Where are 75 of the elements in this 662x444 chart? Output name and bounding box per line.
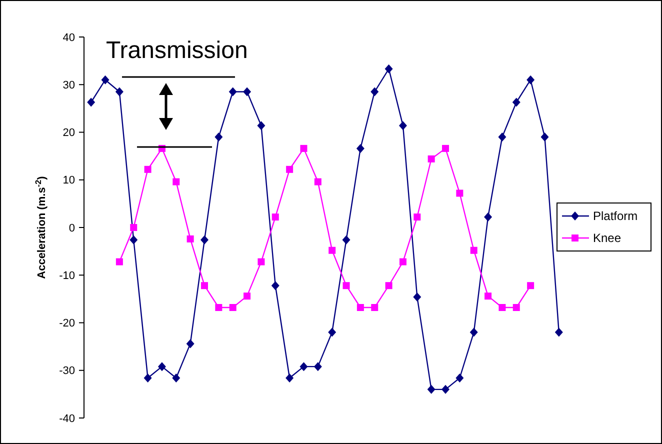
point [470,328,478,337]
point [398,121,407,130]
point [342,235,350,244]
y-tick-label: 10 [62,174,75,187]
annotation: Transmission [106,37,248,64]
point [228,87,237,96]
y-tick-label: -20 [59,318,75,330]
point [442,384,450,394]
point [130,235,138,244]
point [356,304,364,312]
point [186,339,194,348]
point [286,166,294,173]
point [371,304,378,312]
point [414,214,421,221]
point [243,87,252,96]
point [540,132,549,142]
point [115,87,124,96]
point [300,144,308,152]
legend-label: Platform [593,209,638,224]
point [384,64,393,74]
y-tick-label: -10 [59,270,75,282]
y-tick-label: 30 [62,79,75,92]
point [512,98,520,107]
point [271,281,280,290]
point [498,304,506,312]
point [200,235,208,244]
point [314,362,322,372]
point [512,304,520,312]
point [186,235,194,242]
point [258,258,265,266]
y-tick-label: -40 [59,412,75,425]
point [370,87,379,96]
point [244,292,251,300]
point [158,362,166,372]
point [470,246,478,254]
point [144,373,152,382]
point [272,214,279,221]
y-tick-label: 20 [62,127,75,140]
point [172,373,180,382]
point [526,75,535,84]
point [498,132,506,142]
y-tick-label: 40 [62,32,75,44]
y-tick-label: 0 [68,222,75,234]
point [328,328,336,337]
point [484,292,492,300]
point [257,121,266,130]
point [116,258,123,266]
point [413,292,422,302]
y-tick-label: -30 [59,365,75,378]
point [101,75,110,84]
point [456,190,464,197]
point [130,224,138,231]
point [385,282,392,290]
point [356,144,364,153]
point [144,166,152,173]
point [328,246,336,254]
point [442,144,449,152]
point [342,282,350,290]
point [229,304,236,312]
point [554,328,563,337]
point [300,362,308,372]
point [456,373,464,382]
point [214,132,223,142]
point [428,155,435,162]
point [427,384,436,394]
point [399,258,406,266]
point [201,282,208,290]
point [484,212,492,222]
legend-label: Knee [593,231,622,246]
point [87,98,96,107]
point [286,373,294,382]
point [215,304,222,312]
point [314,178,322,186]
point [172,178,180,186]
point [527,282,534,290]
